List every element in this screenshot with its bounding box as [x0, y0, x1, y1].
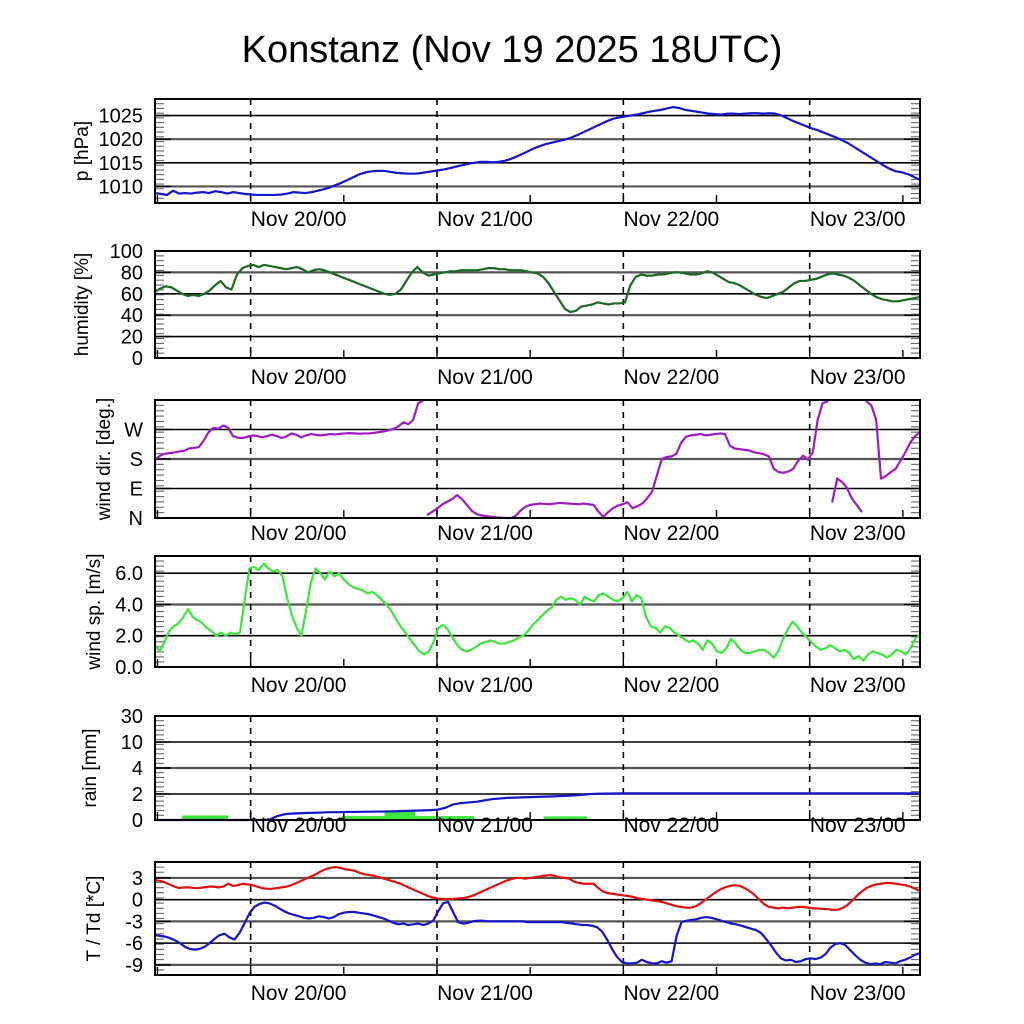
series-relative-humidity — [153, 263, 922, 314]
ytick-label: 4 — [132, 758, 143, 780]
y-axis-label: humidity [%] — [72, 253, 93, 356]
xtick-label: Nov 23/00 — [810, 366, 906, 389]
xtick-label: Nov 22/00 — [623, 208, 719, 231]
series-pressure — [153, 105, 922, 197]
ytick-label: 2 — [132, 784, 143, 806]
series-td — [153, 900, 922, 966]
ytick-label: 0 — [132, 890, 143, 912]
ytick-label: 10 — [121, 732, 143, 754]
xtick-label: Nov 21/00 — [437, 366, 533, 389]
xtick-label: Nov 22/00 — [623, 982, 719, 1005]
rain-bar — [341, 816, 385, 820]
xtick-label: Nov 20/00 — [251, 814, 347, 837]
y-axis-label: wind dir. [deg.] — [94, 398, 115, 522]
xtick-label: Nov 23/00 — [810, 208, 906, 231]
xtick-label: Nov 20/00 — [251, 674, 347, 697]
xtick-label: Nov 21/00 — [437, 674, 533, 697]
xtick-label: Nov 20/00 — [251, 522, 347, 545]
ytick-label: 30 — [121, 706, 143, 728]
ytick-label: E — [130, 479, 143, 501]
panel-frame — [154, 555, 921, 668]
series-wind-direction — [831, 477, 863, 513]
xtick-label: Nov 22/00 — [623, 366, 719, 389]
ytick-label: 0 — [132, 348, 143, 370]
panel-frame — [154, 250, 921, 359]
xtick-label: Nov 23/00 — [810, 814, 906, 837]
ytick-label: -3 — [125, 911, 143, 933]
ytick-label: 6.0 — [115, 563, 143, 585]
panel-frame — [154, 715, 921, 821]
y-axis-label: wind sp. [m/s] — [84, 553, 105, 670]
ytick-label: 1010 — [99, 176, 144, 198]
ytick-label: S — [130, 449, 143, 471]
panel-frame — [154, 399, 921, 519]
ytick-label: -9 — [125, 955, 143, 977]
ytick-label: 1015 — [99, 153, 144, 175]
xtick-label: Nov 23/00 — [810, 522, 906, 545]
y-axis-label: rain [mm] — [80, 728, 101, 807]
ytick-label: 1025 — [99, 106, 144, 128]
series-wind-direction — [153, 399, 425, 461]
xtick-label: Nov 21/00 — [437, 814, 533, 837]
y-axis-label: p [hPa] — [72, 121, 93, 181]
xtick-label: Nov 22/00 — [623, 674, 719, 697]
xtick-label: Nov 20/00 — [251, 366, 347, 389]
xtick-label: Nov 20/00 — [251, 982, 347, 1005]
xtick-label: Nov 22/00 — [623, 522, 719, 545]
ytick-label: 4.0 — [115, 594, 143, 616]
xtick-label: Nov 21/00 — [437, 522, 533, 545]
xtick-label: Nov 23/00 — [810, 674, 906, 697]
ytick-label: 80 — [121, 262, 143, 284]
series-wind-speed — [153, 562, 922, 662]
panel-rain: 0 2 4 10 30 rain [mm] Nov 20/00 Nov 21/00 Nov 22… — [80, 706, 922, 837]
ytick-label: W — [124, 420, 143, 442]
ytick-label: -6 — [125, 933, 143, 955]
ytick-label: 3 — [132, 868, 143, 890]
rain-bar — [182, 815, 229, 820]
ytick-label: 2.0 — [115, 626, 143, 648]
xtick-label: Nov 22/00 — [623, 814, 719, 837]
series-t — [153, 865, 922, 911]
xtick-label: Nov 21/00 — [437, 208, 533, 231]
ytick-label: 0.0 — [115, 657, 143, 679]
ytick-label: 1020 — [99, 129, 144, 151]
xtick-label: Nov 21/00 — [437, 982, 533, 1005]
ytick-label: N — [129, 508, 143, 530]
page-title: Konstanz (Nov 19 2025 18UTC) — [242, 29, 783, 71]
panel-temperature: -9-6-303 T / Td [*C] Nov 20/00 Nov 21/00 Nov… — [84, 861, 922, 1005]
ytick-label: 20 — [121, 327, 143, 349]
ytick-label: 60 — [121, 284, 143, 306]
ytick-label: 40 — [121, 305, 143, 327]
ytick-label: 100 — [110, 241, 143, 263]
panel-wind_speed: 0.0 2.0 4.0 6.0 wind sp. [m/s] Nov 20/00 Nov 2… — [84, 553, 922, 697]
rain-bar — [415, 816, 475, 820]
rain-bar — [543, 816, 588, 820]
xtick-label: Nov 23/00 — [810, 982, 906, 1005]
ytick-label: 0 — [132, 810, 143, 832]
xtick-label: Nov 20/00 — [251, 208, 347, 231]
panel-frame — [154, 861, 921, 976]
panel-frame — [154, 98, 921, 204]
rain-bar — [384, 810, 416, 820]
series-wind-direction — [865, 400, 922, 480]
y-axis-label: T / Td [*C] — [84, 876, 105, 962]
series-accumulated-rain — [153, 792, 922, 822]
